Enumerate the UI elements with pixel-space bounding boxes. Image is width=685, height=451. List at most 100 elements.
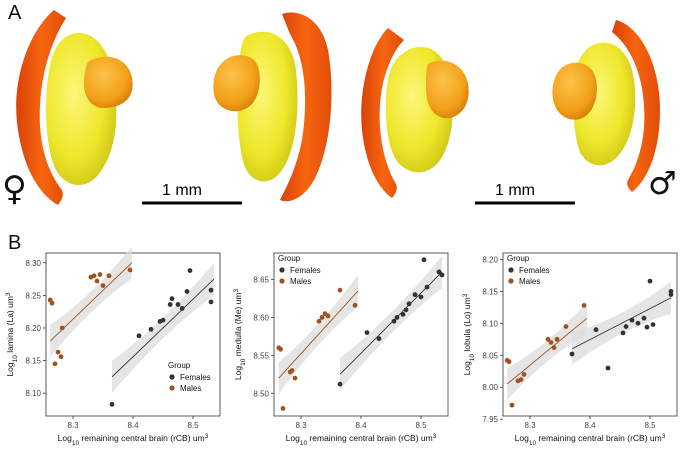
data-point-males [59,325,65,331]
fit-line-males [506,317,588,385]
data-point-males [554,336,560,342]
x-tick-label: 8.3 [524,421,536,430]
scatter-plot-medulla: 8.3 8.4 8.5 8.50 8.55 8.60 8.65 Log10 remaining… [228,240,456,447]
legend-marker-males [279,278,285,284]
y-tick-label: 8.20 [25,324,41,333]
data-point-females [647,278,653,284]
data-point-males [325,313,331,319]
lobula-shape [213,55,260,112]
data-point-males [55,349,61,355]
data-point-females [136,333,142,339]
y-tick-label: 7.95 [482,415,498,424]
y-tick-label: 8.20 [482,255,498,264]
x-tick-label: 8.4 [127,421,139,430]
data-point-females [418,294,424,300]
data-point-females [376,336,382,342]
male-symbol: ♂ [648,164,677,202]
lamina-shape [16,10,66,205]
chart-svg-lamina: 8.3 8.4 8.5 8.10 8.15 8.20 8.25 8.30 Log10 remai… [5,246,221,447]
y-tick-label: 8.50 [253,389,269,398]
female-symbol-1: ♀ [2,169,27,209]
data-point-females [394,315,400,320]
y-tick-label: 8.05 [482,351,498,360]
lobula-shape [84,56,133,108]
data-point-males [94,278,100,284]
data-point-males [106,273,112,279]
scatter-plot-lobula: 8.3 8.4 8.5 7.95 8.00 8.05 8.10 8.15 8.20 Log10 r… [457,240,685,447]
fit-line-females [111,278,215,378]
data-point-females [650,322,656,327]
x-axis-label: Log10 remaining central brain (rCB) um3 [286,433,437,447]
x-tick-label: 8.4 [584,421,596,430]
data-point-females [605,365,611,371]
y-tick-label: 8.15 [482,287,498,296]
data-point-females [160,317,166,323]
legend-entry-females: Females [519,266,550,275]
y-tick-label: 8.25 [25,291,41,300]
legend-marker-males [169,385,175,391]
legend-title: Group [278,254,301,263]
fit-line-females [571,297,672,350]
data-point-females [167,302,173,307]
female-lobe-1 [16,10,133,205]
scatter-plot-lamina: 8.3 8.4 8.5 8.10 8.15 8.20 8.25 8.30 Log10 remai… [0,240,228,447]
y-tick-label: 8.60 [253,313,269,322]
data-point-males [49,300,55,306]
chart-svg-lobula: 8.3 8.4 8.5 7.95 8.00 8.05 8.10 8.15 8.20 Log10 r… [462,252,678,447]
y-tick-label: 8.10 [482,319,498,328]
data-point-males [352,302,358,308]
data-point-females [439,272,445,278]
data-point-males [97,272,103,277]
data-point-males [506,359,512,365]
male-lobe-1 [361,28,469,198]
fit-line-males [278,290,359,379]
chart-svg-medulla: 8.3 8.4 8.5 8.50 8.55 8.60 8.65 Log10 remaining… [233,252,449,447]
data-point-females [184,289,190,294]
data-point-males [292,375,298,381]
data-point-females [644,324,650,330]
y-axis-label: Log10 lobula (Lo) um3 [462,293,476,375]
legend-entry-males: Males [519,277,540,286]
data-point-males [127,267,133,273]
data-point-males [316,318,322,324]
data-point-males [278,346,283,352]
data-point-females [412,292,418,298]
legend-entry-males: Males [180,384,201,393]
data-point-males [337,287,343,293]
data-point-females [620,330,626,336]
legend-entry-males: Males [290,277,311,286]
data-point-males [58,354,64,360]
scale-label-right: 1 mm [495,182,535,199]
data-point-females [179,306,185,311]
legend-entry-females: Females [290,266,321,275]
data-point-females [208,287,214,293]
data-point-males [509,402,515,408]
y-tick-label: 8.55 [253,351,269,360]
data-point-females [364,330,370,336]
plot-area [45,252,221,417]
data-point-females [400,312,406,317]
data-point-females [169,296,175,302]
data-point-females [403,307,409,313]
x-tick-label: 8.5 [644,421,656,430]
y-tick-label: 8.65 [253,276,269,285]
legend-title: Group [507,254,530,263]
data-point-females [436,269,442,275]
data-point-females [623,324,629,329]
lamina-shape [612,20,660,192]
x-tick-label: 8.5 [187,421,199,430]
x-tick-label: 8.3 [295,421,307,430]
data-point-males [551,345,557,351]
data-point-males [581,303,587,308]
female-lobe-2 [213,12,332,202]
x-tick-label: 8.3 [67,421,79,430]
y-axis-label: Log10 medulla (Me) um3 [233,289,247,381]
data-point-males [319,315,325,320]
data-point-females [629,317,635,323]
x-axis-label: Log10 remaining central brain (rCB) um3 [58,433,209,447]
data-point-males [280,406,286,411]
y-tick-label: 8.15 [25,357,41,366]
data-point-females [641,315,647,321]
optic-lobe-renders: ♀ ♂ 1 mm 1 mm [2,10,677,209]
x-tick-label: 8.4 [355,421,367,430]
